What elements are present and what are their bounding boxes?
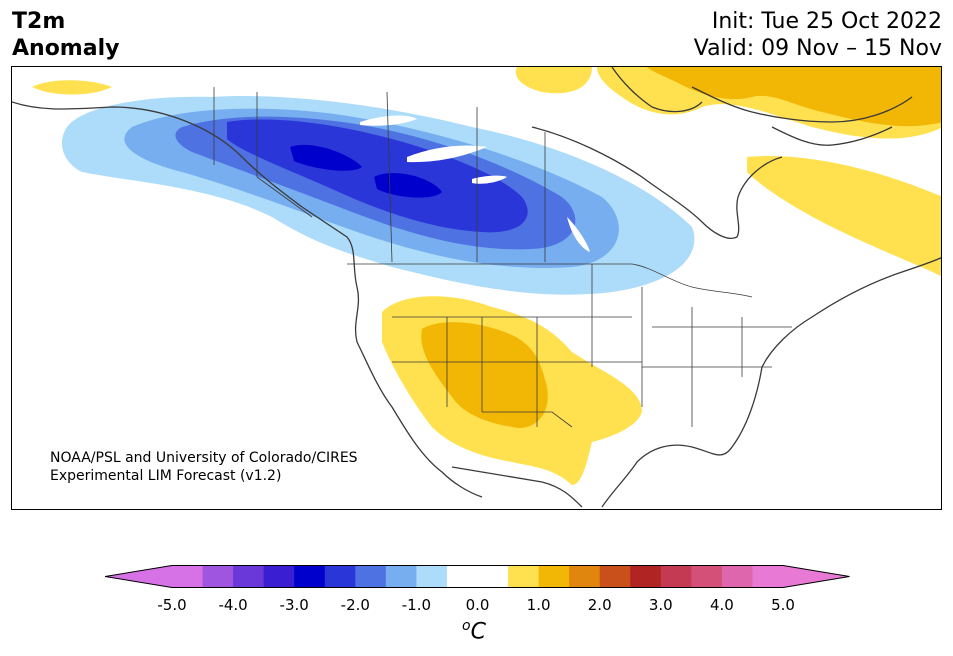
- unit-base: C: [470, 619, 486, 645]
- title-variable: T2m: [12, 9, 66, 34]
- unit-superscript: o: [462, 618, 471, 634]
- colorbar-segment: [202, 565, 234, 588]
- colorbar-segment: [691, 565, 723, 588]
- colorbar-segment: [508, 565, 540, 588]
- colorbar-segment: [660, 565, 692, 588]
- colorbar-tick-label: -3.0: [279, 596, 309, 614]
- forecast-credit: NOAA/PSL and University of Colorado/CIRE…: [50, 449, 358, 485]
- colorbar-tick-label: -5.0: [157, 596, 187, 614]
- colorbar-segment: [569, 565, 601, 588]
- warm-anomaly-southwest: [382, 296, 642, 485]
- colorbar-segment: [294, 565, 326, 588]
- colorbar-outline: [105, 565, 850, 588]
- colorbar-segment: [538, 565, 570, 588]
- map-title: T2m Anomaly: [12, 8, 119, 62]
- colorbar-tick-label: 1.0: [526, 596, 551, 614]
- colorbar-segment: [721, 565, 753, 588]
- coastlines: [12, 67, 941, 508]
- colorbar-tick-label: -4.0: [218, 596, 248, 614]
- init-date: Init: Tue 25 Oct 2022: [711, 9, 942, 34]
- colorbar-segment: [172, 565, 204, 588]
- colorbar-segment: [385, 565, 417, 588]
- colorbar-segment: [477, 565, 509, 588]
- valid-range: Valid: 09 Nov – 15 Nov: [693, 36, 942, 61]
- colorbar-tick-label: -2.0: [340, 596, 370, 614]
- colorbar-segment: [630, 565, 662, 588]
- map-canvas: [12, 67, 941, 508]
- colorbar-tick-label: 2.0: [587, 596, 612, 614]
- credit-line-2: Experimental LIM Forecast (v1.2): [50, 468, 282, 484]
- colorbar-segment: [416, 565, 448, 588]
- title-kind: Anomaly: [12, 36, 120, 61]
- colorbar-tick-label: 0.0: [465, 596, 490, 614]
- forecast-dates: Init: Tue 25 Oct 2022 Valid: 09 Nov – 15…: [694, 8, 942, 62]
- colorbar-segment: [752, 565, 784, 588]
- colorbar-segment: [233, 565, 265, 588]
- colorbar-segment: [355, 565, 387, 588]
- colorbar-tick-label: 4.0: [709, 596, 734, 614]
- colorbar-ticks: -5.0 -4.0 -3.0 -2.0 -1.0 0.0 1.0 2.0 3.0 4.0 5.0: [0, 596, 953, 616]
- colorbar-segment: [599, 565, 631, 588]
- colorbar-tick-label: 5.0: [771, 596, 795, 614]
- colorbar-under-triangle: [105, 565, 172, 588]
- colorbar-tick-label: -1.0: [401, 596, 432, 614]
- colorbar-segment: [263, 565, 295, 588]
- credit-line-1: NOAA/PSL and University of Colorado/CIRE…: [50, 450, 358, 466]
- colorbar-unit: oC: [462, 618, 486, 644]
- anomaly-map: NOAA/PSL and University of Colorado/CIRE…: [11, 66, 942, 510]
- colorbar-tick-label: 3.0: [648, 596, 673, 614]
- colorbar-segment: [324, 565, 356, 588]
- cold-anomaly-region: [62, 96, 695, 295]
- colorbar: [105, 565, 850, 588]
- lakes: [360, 115, 590, 252]
- political-borders: [213, 87, 792, 428]
- colorbar-over-triangle: [783, 565, 850, 588]
- colorbar-segment: [446, 565, 478, 588]
